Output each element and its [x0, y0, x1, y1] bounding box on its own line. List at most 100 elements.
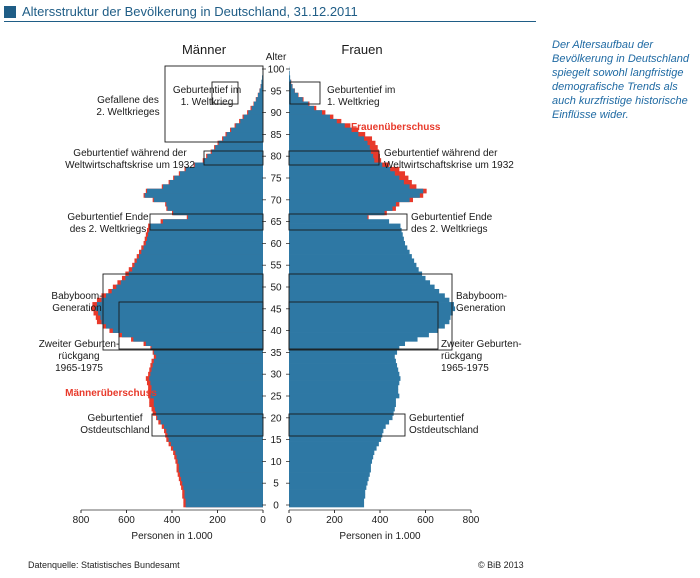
x-tick-label-left-400: 400: [164, 515, 181, 526]
bar-male-age-14: [170, 441, 263, 447]
bar-male-age-72: [146, 188, 263, 194]
bar-female-age-25: [289, 393, 400, 399]
bar-female-age-23: [289, 402, 396, 408]
bar-female-age-91: [289, 105, 315, 111]
bar-female-age-5: [289, 480, 368, 486]
bar-female-age-60: [289, 241, 406, 246]
bar-female-age-1: [289, 498, 365, 503]
bar-female-age-3: [289, 489, 366, 495]
bar-male-age-19: [160, 419, 263, 425]
age-tick-label-65: 65: [270, 217, 282, 228]
bar-female-age-95: [289, 88, 295, 94]
bar-male-age-22: [154, 406, 263, 412]
age-tick-label-95: 95: [270, 86, 282, 97]
bar-male-age-94: [257, 92, 263, 98]
bar-male-age-9: [178, 463, 263, 469]
bar-male-age-68: [167, 206, 263, 211]
copyright: © BiB 2013: [478, 560, 524, 570]
bar-male-age-8: [178, 467, 263, 473]
age-tick-label-5: 5: [273, 479, 279, 490]
frame-ww2-left: [149, 213, 264, 231]
annotation-rueckgang-left-line-0: Zweiter Geburten-: [39, 339, 120, 350]
bar-female-age-24: [289, 397, 396, 403]
age-tick-label-55: 55: [270, 261, 282, 272]
bar-male-age-37: [145, 341, 263, 347]
bar-male-age-46: [96, 302, 263, 307]
bar-female-age-42: [289, 319, 450, 325]
bar-female-age-76: [289, 171, 395, 176]
bar-female-age-50: [289, 284, 435, 290]
bar-male-age-40: [112, 328, 263, 333]
x-tick-label-left-0: 0: [260, 515, 266, 526]
bar-female-age-96: [289, 84, 293, 89]
bar-male-age-28: [150, 380, 263, 386]
bar-female-age-46: [289, 302, 454, 307]
frame-1932-left: [203, 150, 264, 166]
annotation-rueckgang-right-line-2: 1965-1975: [441, 363, 489, 374]
bar-female-age-74: [289, 179, 404, 185]
bar-female-age-22: [289, 406, 395, 412]
bar-male-age-83: [218, 140, 263, 146]
bar-female-age-65: [289, 219, 390, 224]
annotation-ost-right-line-0: Geburtentief: [409, 413, 464, 424]
x-axis-title-left: Personen in 1.000: [131, 531, 213, 542]
bar-female-age-66: [289, 214, 368, 220]
bar-female-age-94: [289, 92, 299, 98]
bar-female-age-52: [289, 275, 426, 281]
bar-male-age-73: [162, 184, 263, 190]
bar-female-age-16: [289, 432, 383, 438]
annotation-ww2-right-line-1: des 2. Weltkriegs: [411, 224, 488, 235]
header: Altersstruktur der Bevölkerung in Deutsc…: [0, 0, 700, 24]
bar-female-age-31: [289, 367, 399, 373]
bar-male-age-79: [203, 158, 263, 163]
bar-male-age-92: [253, 101, 263, 107]
frame-wk1-left: [211, 81, 239, 105]
annotation-ost-left-line-1: Ostdeutschland: [80, 425, 150, 436]
bar-male-age-10: [177, 459, 263, 464]
bar-female-age-48: [289, 293, 445, 299]
bar-female-age-12: [289, 450, 375, 456]
bar-male-age-81: [211, 149, 263, 155]
bar-male-age-24: [153, 397, 263, 403]
bar-female-age-39: [289, 332, 429, 338]
frame-ost-right: [288, 413, 406, 437]
bar-male-age-34: [156, 354, 263, 360]
bar-female-age-13: [289, 445, 377, 451]
bar-male-age-15: [168, 437, 263, 442]
bar-female-age-2: [289, 493, 366, 499]
bar-male-age-33: [153, 358, 263, 364]
title-right: Frauen: [341, 42, 382, 57]
bar-female-age-72: [289, 188, 424, 194]
bar-male-age-7: [179, 472, 263, 477]
bar-male-age-82: [215, 145, 263, 150]
bar-male-age-13: [173, 445, 263, 451]
bar-male-age-5: [182, 480, 263, 486]
bar-female-age-75: [289, 175, 400, 181]
bar-female-age-27: [289, 384, 399, 390]
age-tick-label-60: 60: [270, 239, 282, 250]
bar-female-age-9: [289, 463, 371, 469]
age-tick-label-85: 85: [270, 130, 282, 141]
age-tick-label-10: 10: [270, 457, 282, 468]
bar-female-age-11: [289, 454, 374, 460]
bar-male-age-30: [150, 371, 263, 377]
annotation-ww2-left-line-0: Geburtentief Ende: [67, 212, 149, 223]
bar-female-age-34: [289, 354, 395, 360]
bar-female-age-40: [289, 328, 439, 333]
header-rule: [4, 21, 536, 22]
bar-male-age-76: [179, 171, 263, 176]
bar-female-age-47: [289, 297, 450, 303]
label-male-surplus: Männerüberschuss: [65, 388, 157, 399]
bar-male-age-66: [187, 214, 263, 220]
bar-male-age-29: [149, 376, 263, 381]
age-tick-label-45: 45: [270, 304, 282, 315]
bar-female-age-30: [289, 371, 400, 377]
bar-male-age-95: [259, 88, 263, 94]
bar-male-age-0: [185, 502, 263, 508]
bar-female-age-64: [289, 223, 401, 229]
annotation-gefallene-line-0: Gefallene des: [97, 95, 159, 106]
bar-male-age-88: [240, 118, 263, 124]
bar-female-age-32: [289, 363, 398, 368]
x-tick-label-left-800: 800: [73, 515, 90, 526]
